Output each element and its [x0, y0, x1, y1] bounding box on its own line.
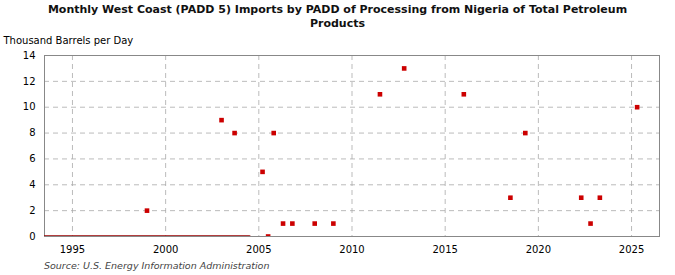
svg-text:2015: 2015 [432, 243, 457, 254]
svg-text:12: 12 [23, 75, 36, 86]
svg-text:0: 0 [29, 230, 35, 241]
html-text:Monthly West Coast (PADD 5) Im: Monthly West Coast (PADD 5) Imports by P… [47, 3, 628, 30]
html-text:Source: U.S. Energy Informatio: Source: U.S. Energy Information Administ… [44, 259, 270, 271]
svg-text:2: 2 [29, 204, 35, 215]
svg-text:2010: 2010 [339, 243, 364, 254]
svg-text:2000: 2000 [153, 243, 178, 254]
svg-text:Thousand Barrels per Day: Thousand Barrels per Day [3, 34, 134, 45]
svg-text:2020: 2020 [526, 243, 551, 254]
svg-text:10: 10 [23, 101, 36, 112]
svg-text:6: 6 [29, 153, 35, 164]
svg-text:4: 4 [29, 178, 35, 189]
svg-text:2025: 2025 [619, 243, 644, 254]
svg-text:14: 14 [23, 49, 36, 60]
svg-text:2005: 2005 [246, 243, 271, 254]
svg-text:8: 8 [29, 127, 35, 138]
svg-text:1995: 1995 [60, 243, 85, 254]
